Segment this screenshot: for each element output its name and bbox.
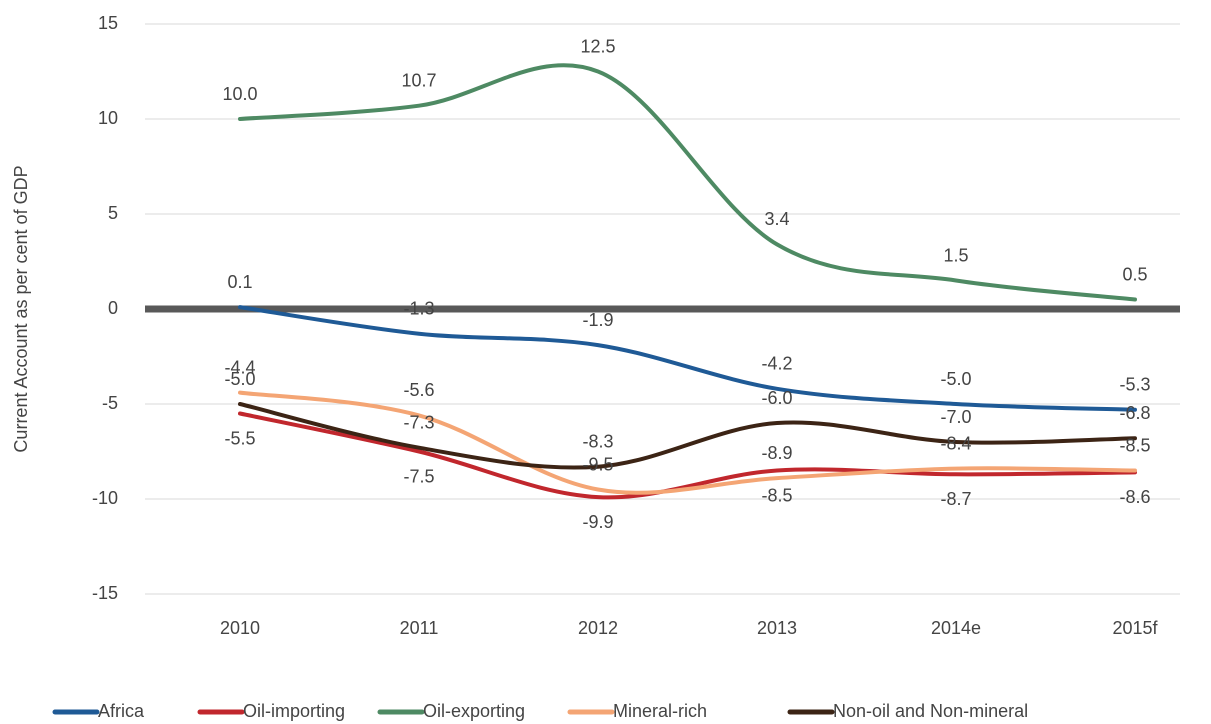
x-tick-label: 2014e [931, 618, 981, 638]
data-label: -8.5 [761, 485, 792, 505]
data-label: -7.5 [403, 466, 434, 486]
data-label: -5.0 [940, 369, 971, 389]
data-label: 10.7 [401, 70, 436, 90]
data-label: -6.0 [761, 388, 792, 408]
data-label: -8.4 [940, 433, 971, 453]
data-label: -8.5 [1119, 435, 1150, 455]
data-label: -5.5 [224, 428, 255, 448]
legend-label: Africa [98, 701, 145, 721]
data-label: -8.6 [1119, 487, 1150, 507]
data-label: -4.4 [224, 357, 255, 377]
y-tick-label: 10 [98, 108, 118, 128]
x-tick-label: 2011 [400, 618, 439, 638]
legend-label: Oil-importing [243, 701, 345, 721]
data-label: -5.0 [224, 369, 255, 389]
data-label: -1.9 [582, 310, 613, 330]
series-line [238, 411, 1137, 500]
x-tick-label: 2012 [578, 618, 618, 638]
series-line [238, 63, 1137, 302]
data-label: 10.0 [222, 84, 257, 104]
data-label: -6.8 [1119, 403, 1150, 423]
data-label: -1.3 [403, 298, 434, 318]
data-label: 0.1 [227, 272, 252, 292]
data-label: -4.2 [761, 354, 792, 374]
y-tick-label: 0 [108, 298, 118, 318]
data-label: 12.5 [580, 36, 615, 56]
data-label: 1.5 [943, 245, 968, 265]
data-label: 0.5 [1122, 264, 1147, 284]
data-label: -5.3 [1119, 374, 1150, 394]
series-line [238, 402, 1137, 470]
data-label: -5.6 [403, 380, 434, 400]
y-tick-label: 15 [98, 13, 118, 33]
y-tick-label: -15 [92, 583, 118, 603]
legend-label: Non-oil and Non-mineral [833, 701, 1028, 721]
data-label: -8.7 [940, 489, 971, 509]
data-label: -9.9 [582, 512, 613, 532]
x-tick-label: 2013 [757, 618, 797, 638]
data-label: -8.9 [761, 443, 792, 463]
y-tick-label: -5 [102, 393, 118, 413]
y-tick-label: 5 [108, 203, 118, 223]
data-label: -7.3 [403, 412, 434, 432]
x-tick-label: 2010 [220, 618, 260, 638]
data-label: 3.4 [764, 209, 789, 229]
series-line [238, 305, 1137, 412]
x-tick-label: 2015f [1112, 618, 1158, 638]
y-axis-label: Current Account as per cent of GDP [11, 165, 31, 452]
series-line [238, 390, 1137, 495]
legend-label: Oil-exporting [423, 701, 525, 721]
data-label: -7.0 [940, 407, 971, 427]
data-label: -8.3 [582, 431, 613, 451]
legend-label: Mineral-rich [613, 701, 707, 721]
y-tick-label: -10 [92, 488, 118, 508]
data-label: -9.5 [582, 454, 613, 474]
